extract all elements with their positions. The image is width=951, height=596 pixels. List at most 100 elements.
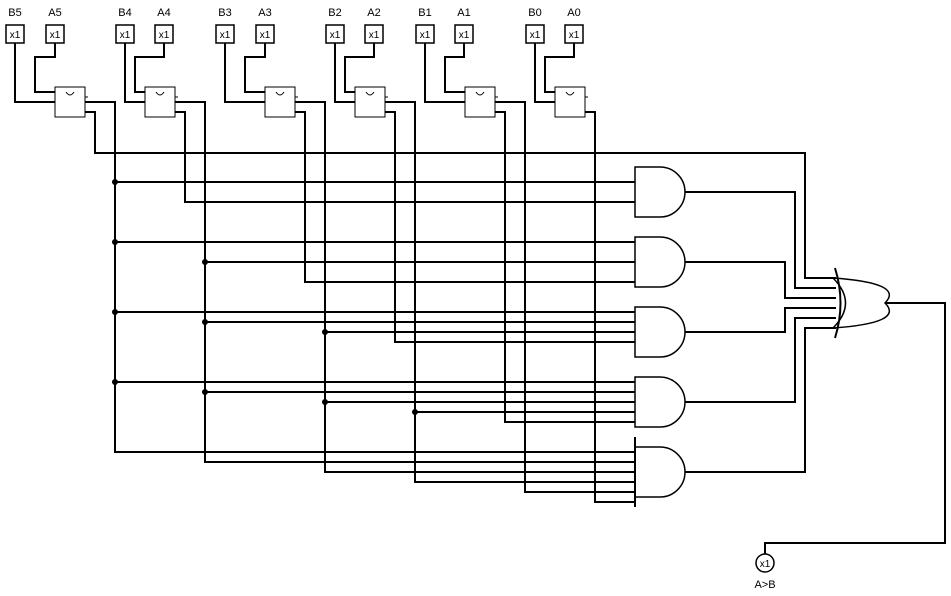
input-pin-b0[interactable] [525,24,545,44]
junction-dot [112,239,118,245]
wire [334,43,355,103]
wire [124,43,145,103]
junction-dot [322,329,328,335]
input-pin-value-b1: x1 [420,30,431,41]
wire [424,43,465,103]
wires [14,43,946,554]
input-pin-b5[interactable] [5,24,25,44]
wire [495,111,635,423]
input-label-b2: B2 [328,7,341,19]
wire [175,111,635,203]
wire [295,101,635,473]
input-pin-b1[interactable] [415,24,435,44]
input-label-b0: B0 [528,7,541,19]
junction-dot [112,309,118,315]
input-pin-a5[interactable] [45,24,65,44]
input-label-a0: A0 [567,7,580,19]
wire [34,43,56,93]
bit-comparator-4 [144,86,176,118]
wire [14,43,55,103]
output-pin-value: x1 [760,559,771,570]
input-pin-a0[interactable] [564,24,584,44]
input-pin-value-a2: x1 [369,30,380,41]
wire [244,43,266,93]
input-pin-b2[interactable] [325,24,345,44]
input-pin-a3[interactable] [255,24,275,44]
input-pin-value-a4: x1 [159,30,170,41]
junction-dot [202,389,208,395]
input-pin-b3[interactable] [215,24,235,44]
input-pin-value-b4: x1 [120,30,131,41]
and-gate-3 [634,306,686,358]
output-pin: x1 A>B [754,553,776,591]
junction-dot [112,179,118,185]
or-gate-input-bar [834,267,842,339]
junction-dot [202,259,208,265]
wire [385,111,635,343]
bit-comparator-3 [264,86,296,118]
input-pin-a2[interactable] [364,24,384,44]
bit-comparator-0 [554,86,586,118]
input-pin-value-a5: x1 [50,30,61,41]
bit-comparator-symbol [65,91,75,96]
wire [344,43,375,93]
input-label-b4: B4 [118,7,131,19]
wire [685,261,836,299]
input-label-b1: B1 [418,7,431,19]
input-pin-value-a1: x1 [459,30,470,41]
wire [685,317,836,403]
input-label-a4: A4 [157,7,170,19]
junction-dot [112,379,118,385]
bit-comparator-5 [54,86,86,118]
wire [295,111,635,283]
input-label-a5: A5 [48,7,61,19]
bit-comparator-symbol [365,91,375,96]
or-gate [831,277,891,329]
input-pins: B5 x1 A5 x1 B4 x1 A4 x1 B3 x1 A3 x1 B2 x1 A2 x1 B1 x1 A1 x1… [5,7,584,44]
input-pin-value-b3: x1 [220,30,231,41]
wire [444,43,465,93]
input-pin-value-b0: x1 [530,30,541,41]
junction-dot [412,409,418,415]
wire [534,43,555,103]
gates [54,86,891,507]
bit-comparator-1 [464,86,496,118]
input-label-a2: A2 [367,7,380,19]
input-pin-value-b2: x1 [330,30,341,41]
wire [85,111,836,279]
input-pin-value-a3: x1 [260,30,271,41]
wire [585,111,635,503]
bit-comparator-2 [354,86,386,118]
wire [544,43,575,93]
input-pin-b4[interactable] [115,24,135,44]
junction-dot [322,399,328,405]
wire [685,191,836,289]
input-label-a3: A3 [258,7,271,19]
input-label-b3: B3 [218,7,231,19]
wire [685,327,836,473]
input-pin-value-b5: x1 [10,30,21,41]
input-pin-a1[interactable] [454,24,474,44]
input-label-a1: A1 [457,7,470,19]
input-label-b5: B5 [8,7,21,19]
wire [134,43,165,93]
wire [85,101,635,453]
and-gate-4 [634,376,686,428]
bit-comparator-symbol [475,91,485,96]
wire [764,302,946,554]
wire [385,101,635,483]
and-gate-2 [634,236,686,288]
junction-dot [202,319,208,325]
input-pin-a4[interactable] [154,24,174,44]
bit-comparator-symbol [155,91,165,96]
input-pin-value-a0: x1 [569,30,580,41]
wire [495,101,635,493]
bit-comparator-symbol [565,91,575,96]
wire [175,101,635,463]
wire [224,43,265,103]
bit-comparator-symbol [275,91,285,96]
and-gate-1 [634,166,686,218]
wire [685,307,836,333]
output-pin-a-gt-b[interactable] [755,553,775,573]
